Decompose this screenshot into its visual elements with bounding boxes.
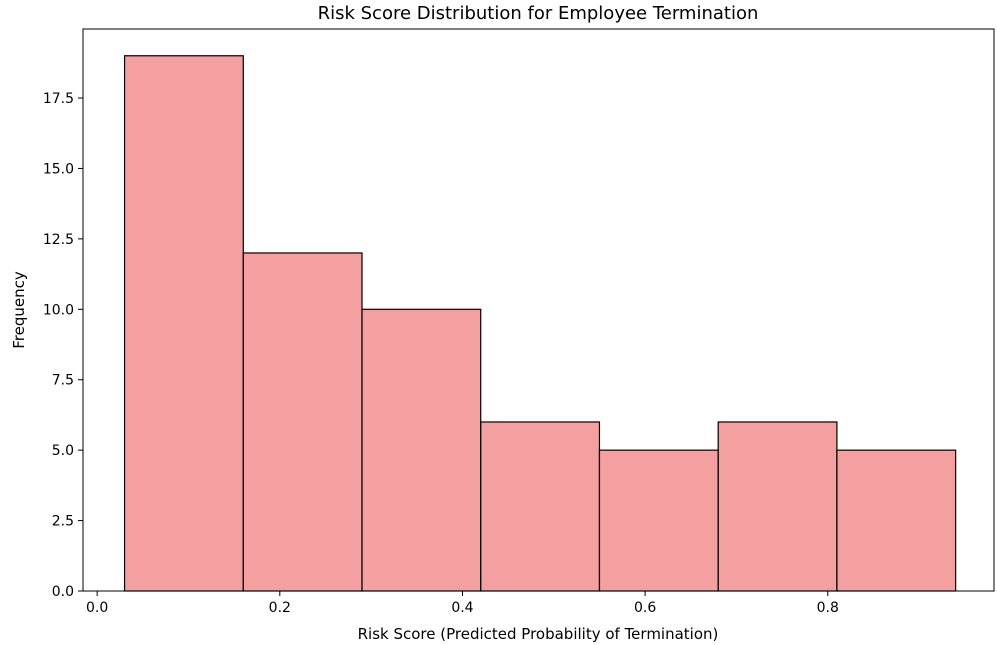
histogram-bar-6 [836, 449, 957, 592]
histogram-bar-1 [242, 252, 363, 592]
histogram-bar-0 [123, 55, 244, 592]
y-tick-label-0: 0.0 [52, 584, 74, 600]
x-tick-label-0: 0.0 [86, 600, 108, 616]
y-tick-label-2: 5.0 [52, 443, 74, 459]
histogram-bar-3 [480, 421, 601, 592]
y-tick-label-6: 15.0 [43, 161, 74, 177]
bars-group [123, 55, 957, 592]
x-tick-label-3: 0.6 [634, 600, 656, 616]
y-axis-label: Frequency [10, 271, 28, 349]
x-tick-label-4: 0.8 [817, 600, 839, 616]
y-axis: 0.0 2.5 5.0 7.5 10.0 12.5 15.0 17.5 [43, 91, 83, 600]
x-tick-label-1: 0.2 [269, 600, 291, 616]
chart-title: Risk Score Distribution for Employee Ter… [318, 3, 759, 24]
x-axis: 0.0 0.2 0.4 0.6 0.8 [86, 591, 839, 616]
plot-frame [82, 28, 995, 592]
y-tick-label-1: 2.5 [52, 514, 74, 530]
y-tick-label-5: 12.5 [43, 232, 74, 248]
x-tick-label-2: 0.4 [451, 600, 473, 616]
x-axis-label: Risk Score (Predicted Probability of Ter… [358, 625, 719, 643]
y-tick-label-7: 17.5 [43, 91, 74, 107]
histogram-bar-4 [598, 449, 719, 592]
histogram-bar-5 [717, 421, 838, 592]
y-tick-label-3: 7.5 [52, 373, 74, 389]
y-tick-label-4: 10.0 [43, 302, 74, 318]
histogram-bar-2 [361, 308, 482, 592]
